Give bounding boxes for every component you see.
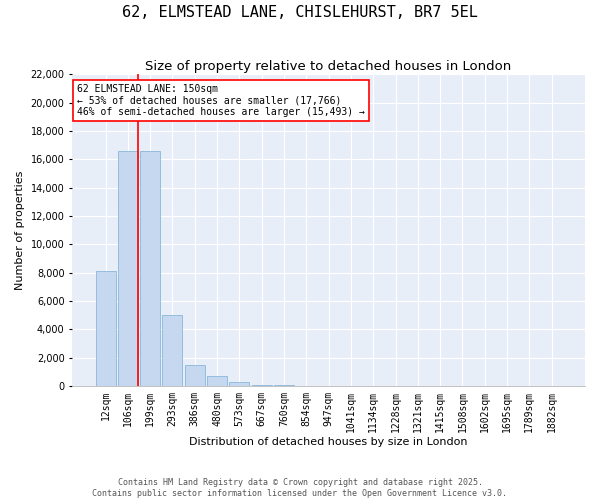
Bar	[229, 382, 250, 386]
Text: 62, ELMSTEAD LANE, CHISLEHURST, BR7 5EL: 62, ELMSTEAD LANE, CHISLEHURST, BR7 5EL	[122, 5, 478, 20]
Title: Size of property relative to detached houses in London: Size of property relative to detached ho…	[145, 60, 512, 73]
Y-axis label: Number of properties: Number of properties	[15, 170, 25, 290]
X-axis label: Distribution of detached houses by size in London: Distribution of detached houses by size …	[190, 438, 468, 448]
Bar	[118, 150, 138, 386]
Bar	[163, 315, 182, 386]
Text: 62 ELMSTEAD LANE: 150sqm
← 53% of detached houses are smaller (17,766)
46% of se: 62 ELMSTEAD LANE: 150sqm ← 53% of detach…	[77, 84, 365, 116]
Bar	[251, 384, 272, 386]
Bar	[207, 376, 227, 386]
Bar	[185, 364, 205, 386]
Bar	[95, 271, 116, 386]
Bar	[140, 150, 160, 386]
Text: Contains HM Land Registry data © Crown copyright and database right 2025.
Contai: Contains HM Land Registry data © Crown c…	[92, 478, 508, 498]
